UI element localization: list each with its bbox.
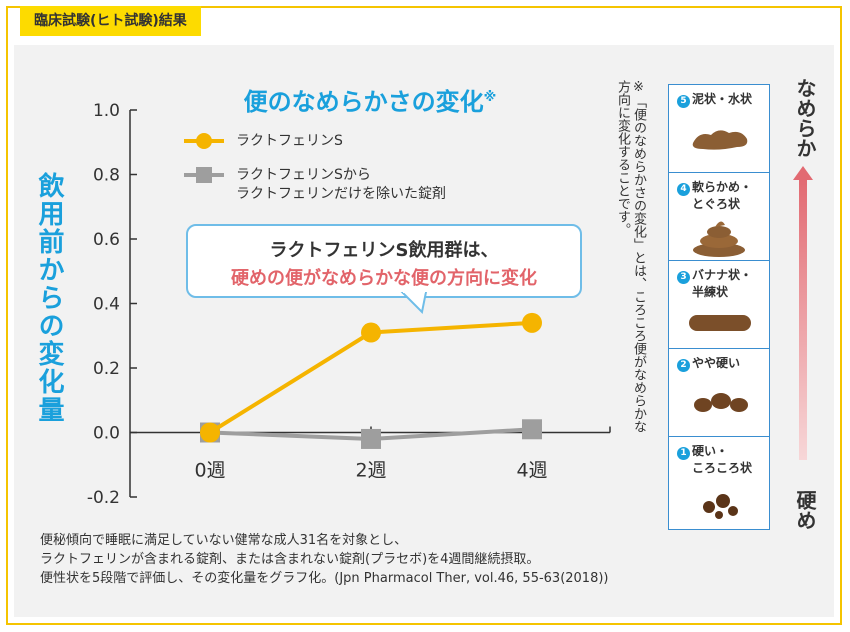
legend-series2-line1: ラクトフェリンSから: [236, 167, 371, 183]
x-tick-label: 4週: [516, 460, 547, 482]
y-tick-label: -0.2: [87, 488, 120, 508]
legend-series1-label: ラクトフェリンS: [236, 133, 343, 149]
scale-num-2: 2: [677, 359, 690, 372]
scale-num-1: 1: [677, 447, 690, 460]
scale-item-4: 4 軟らかめ・とぐろ状: [669, 173, 769, 261]
callout-line2: 硬めの便がなめらかな便の方向に変化: [231, 268, 537, 289]
scale-item-5: 5 泥状・水状: [669, 85, 769, 173]
banana-stool-icon: [689, 315, 751, 331]
definition-note: ※「便のなめらかさの変化」とは、ころころ便がなめらかな方向に変化することです。: [615, 80, 646, 433]
arrow-shaft: [799, 178, 807, 460]
scale-text-2: やや硬い: [692, 356, 741, 370]
y-tick-label: 0.4: [93, 295, 120, 315]
scale-num-3: 3: [677, 271, 690, 284]
data-point-series-1: [522, 312, 542, 333]
section-tab: 臨床試験(ヒト試験)結果: [20, 6, 201, 36]
scale-text-3a: バナナ状・: [692, 268, 753, 282]
scale-item-2: 2 やや硬い: [669, 349, 769, 437]
scale-num-5: 5: [677, 95, 690, 108]
footnote-line1: 便秘傾向で睡眠に満足していない健常な成人31名を対象とし、: [40, 533, 408, 548]
y-tick-label: 1.0: [93, 101, 120, 121]
soft-stool-icon: [693, 221, 745, 257]
legend-series2-line2: ラクトフェリンだけを除いた錠剤: [236, 186, 446, 202]
callout-line1: ラクトフェリンS飲用群は、: [269, 240, 499, 261]
scale-text-5: 泥状・水状: [692, 92, 753, 106]
lumpy-stool-icon: [694, 393, 748, 412]
data-point-series-2: [522, 419, 542, 440]
y-tick-label: 0.6: [93, 230, 120, 250]
footnote-line3: 便性状を5段階で評価し、その変化量をグラフ化。(Jpn Pharmacol Th…: [40, 571, 609, 586]
chart-axes: 1.0 0.8 0.6 0.4 0.2 0.0 -0.2 0週 2週 4週: [87, 101, 611, 508]
legend-marker-series-1: [196, 133, 212, 149]
arrow-head-icon: [793, 166, 813, 180]
scale-bottom-label: 硬め: [793, 490, 817, 530]
stool-scale-table: 5 泥状・水状 4 軟らかめ・とぐろ状 3 バナナ状・半練状 2 やや硬い 1 硬い・ころ…: [668, 84, 770, 530]
watery-stool-icon: [692, 130, 748, 150]
data-point-series-1: [200, 422, 220, 443]
scale-text-1b: ころころ状: [692, 461, 753, 475]
y-tick-label: 0.2: [93, 359, 120, 379]
y-tick-label: 0.8: [93, 166, 120, 186]
scale-top-label: なめらか: [793, 78, 817, 158]
scale-text-1a: 硬い・: [692, 444, 729, 458]
y-tick-label: 0.0: [93, 424, 120, 444]
smoothness-arrow: [793, 166, 813, 460]
scale-text-4a: 軟らかめ・: [692, 180, 753, 194]
scale-text-4b: とぐろ状: [692, 197, 741, 211]
scale-item-1: 1 硬い・ころころ状: [669, 437, 769, 524]
y-axis-label: 飲用前からの変化量: [34, 172, 64, 424]
legend-marker-series-2: [196, 167, 212, 183]
legend-series2-label: ラクトフェリンSから ラクトフェリンだけを除いた錠剤: [236, 166, 446, 204]
x-tick-label: 0週: [194, 460, 225, 482]
chart-title: 便のなめらかさの変化※: [210, 82, 530, 117]
scale-item-5-label: 5 泥状・水状: [677, 91, 752, 108]
scale-item-2-label: 2 やや硬い: [677, 355, 740, 372]
callout-pointer: [400, 292, 428, 314]
data-point-series-1: [361, 322, 381, 343]
chart-title-text: 便のなめらかさの変化: [243, 88, 484, 116]
footnote-line2: ラクトフェリンが含まれる錠剤、または含まれない錠剤(プラセボ)を4週間継続摂取。: [40, 552, 540, 567]
scale-text-3b: 半練状: [692, 285, 729, 299]
scale-item-3: 3 バナナ状・半練状: [669, 261, 769, 349]
chart-title-mark: ※: [483, 90, 497, 105]
study-footnote: 便秘傾向で睡眠に満足していない健常な成人31名を対象とし、 ラクトフェリンが含ま…: [40, 531, 609, 588]
callout-box: ラクトフェリンS飲用群は、 硬めの便がなめらかな便の方向に変化: [186, 224, 582, 298]
scale-item-3-label: 3 バナナ状・半練状: [677, 267, 752, 300]
chart-series: [200, 312, 542, 449]
scale-item-1-label: 1 硬い・ころころ状: [677, 443, 752, 476]
legend-markers: [184, 133, 224, 183]
hard-stool-icon: [703, 494, 738, 519]
x-tick-label: 2週: [355, 460, 386, 482]
scale-item-4-label: 4 軟らかめ・とぐろ状: [677, 179, 752, 212]
data-point-series-2: [361, 428, 381, 449]
scale-num-4: 4: [677, 183, 690, 196]
